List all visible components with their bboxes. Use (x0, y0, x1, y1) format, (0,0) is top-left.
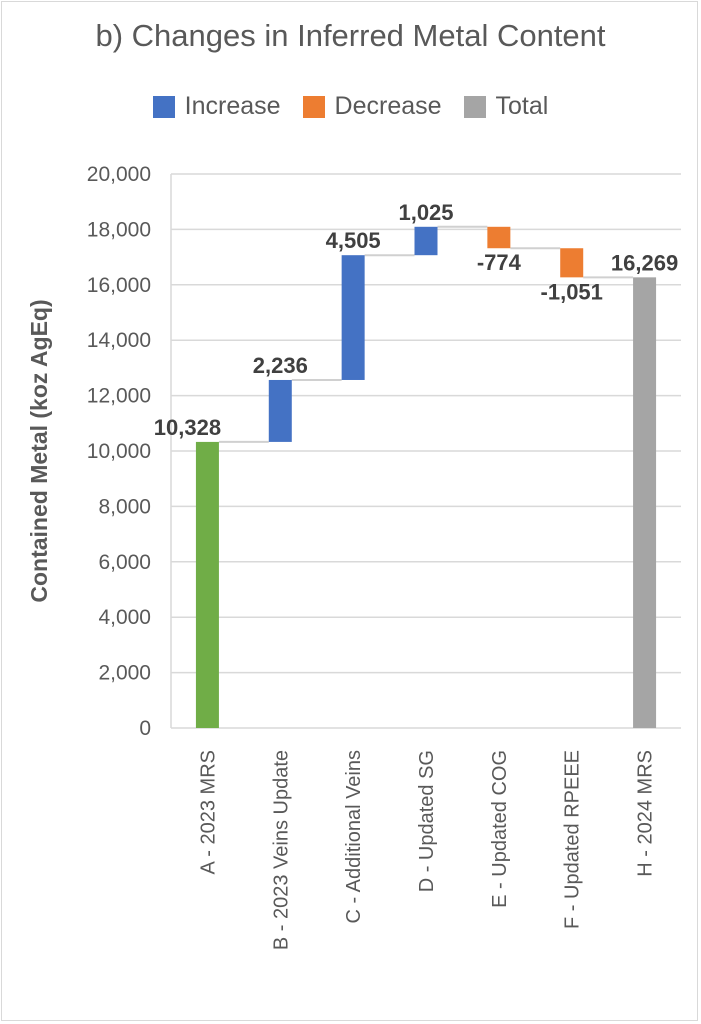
y-tick-label: 18,000 (87, 218, 151, 241)
x-tick-label: E - Updated COG (489, 750, 511, 908)
y-tick-label: 0 (139, 717, 151, 740)
data-labels: 10,328 2,236 4,505 1,025 -774 -1,051 16,269 (154, 200, 678, 440)
bar-decrease (560, 248, 584, 278)
x-axis-labels: A - 2023 MRS B - 2023 Veins Update C - Add… (197, 750, 656, 950)
legend-item-total: Total (463, 92, 549, 121)
data-label: -1,051 (541, 279, 603, 304)
y-tick-label: 2,000 (98, 662, 151, 685)
chart-title: b) Changes in Inferred Metal Content (95, 18, 606, 53)
legend-label-total: Total (495, 92, 549, 120)
y-tick-label: 20,000 (87, 163, 151, 186)
bar-increase (341, 255, 365, 380)
x-tick-label: F - Updated RPEEE (562, 750, 584, 929)
legend: Increase Decrease Total (0, 92, 701, 121)
gridlines (170, 173, 681, 729)
bar-decrease (487, 226, 511, 249)
bar-increase (414, 226, 438, 256)
bar-total (633, 277, 657, 728)
y-axis-title: Contained Metal (koz AgEq) (26, 299, 52, 602)
legend-swatch-increase (152, 95, 175, 118)
connector-lines (218, 225, 634, 443)
x-tick-label: B - 2023 Veins Update (270, 750, 292, 950)
data-label: 16,269 (611, 250, 678, 275)
x-tick-label: H - 2024 MRS (635, 750, 657, 877)
bar-increase (268, 379, 292, 442)
data-label: 4,505 (326, 228, 381, 253)
x-tick-label: D - Updated SG (416, 750, 438, 892)
legend-label-decrease: Decrease (334, 92, 442, 120)
bars (195, 226, 657, 728)
y-tick-label: 16,000 (87, 274, 151, 297)
data-label: 1,025 (398, 200, 453, 225)
legend-item-increase: Increase (152, 92, 281, 121)
legend-label-increase: Increase (184, 92, 281, 120)
legend-item-decrease: Decrease (302, 92, 442, 121)
x-tick-label: A - 2023 MRS (197, 750, 219, 875)
data-label: -774 (477, 250, 522, 275)
legend-swatch-decrease (302, 95, 325, 118)
y-tick-label: 14,000 (87, 329, 151, 352)
x-tick-label: C - Additional Veins (343, 750, 365, 923)
y-tick-label: 6,000 (98, 551, 151, 574)
data-label: 2,236 (253, 353, 308, 378)
y-tick-label: 12,000 (87, 385, 151, 408)
legend-swatch-total (463, 95, 486, 118)
y-tick-label: 10,000 (87, 440, 151, 463)
y-tick-label: 8,000 (98, 495, 151, 518)
bar-start (195, 441, 219, 728)
y-axis-ticks: 0 2,000 4,000 6,000 8,000 10,000 12,000 14,000 1… (87, 163, 151, 740)
data-label: 10,328 (154, 415, 221, 440)
y-tick-label: 4,000 (98, 606, 151, 629)
